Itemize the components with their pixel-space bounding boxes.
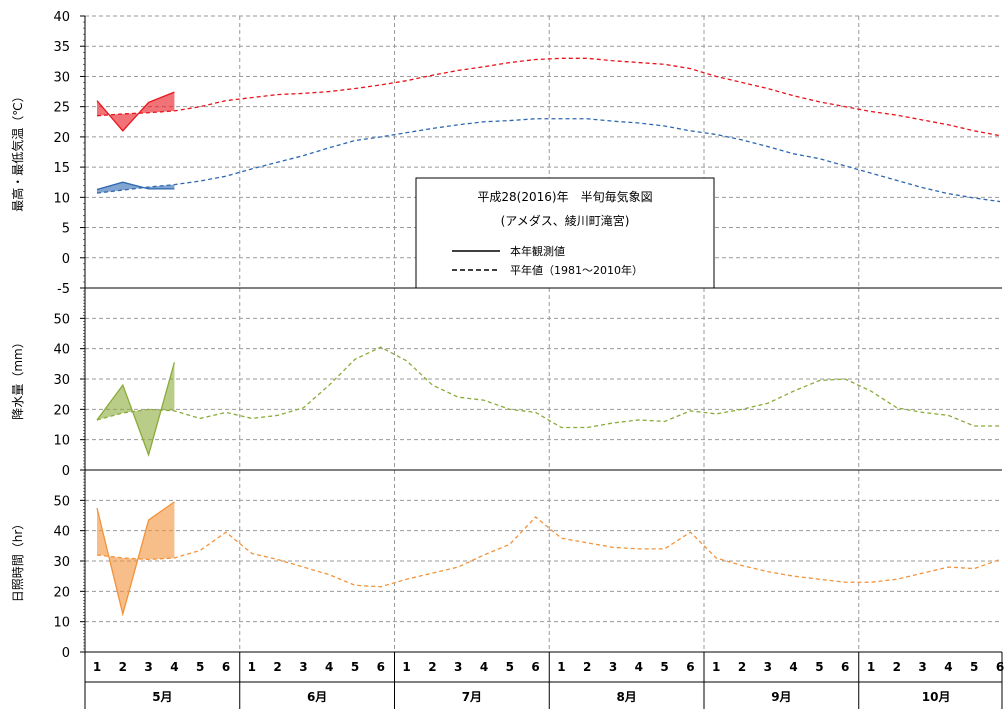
x-tick-label: 5 [196,660,204,674]
y-tick-label: 10 [53,616,70,631]
y-tick-label: -5 [57,282,70,297]
y-tick-label: 20 [53,403,70,418]
temperature-anomaly-fill [97,182,175,194]
temperature-max_normal-line [96,57,1001,137]
legend-normal-label: 平年値（1981～2010年） [510,263,643,277]
precipitation-anomaly-fill [97,362,175,455]
y-tick-label: 0 [62,464,70,479]
temperature-ylabel: 最高・最低気温（℃） [10,90,25,211]
x-tick-label: 6 [377,660,385,674]
x-tick-label: 4 [325,660,333,674]
month-label: 8月 [616,690,636,704]
x-tick-label: 5 [351,660,359,674]
grid-layer [85,15,1002,652]
x-tick-label: 2 [893,660,901,674]
precipitation-normal-line [96,346,1000,429]
x-tick-label: 5 [506,660,514,674]
x-tick-label: 3 [454,660,462,674]
y-tick-label: 35 [53,40,70,55]
y-tick-label: 40 [53,343,70,358]
x-tick-label: 4 [635,660,643,674]
x-tick-label: 2 [273,660,281,674]
x-tick-label: 1 [402,660,410,674]
precipitation-ylabel: 降水量（mm） [11,336,25,419]
x-tick-label: 3 [299,660,307,674]
x-tick-label: 4 [789,660,797,674]
x-tick-label: 2 [119,660,127,674]
x-tick-label: 1 [248,660,256,674]
y-tick-label: 40 [53,525,70,540]
month-label: 10月 [922,690,951,704]
x-tick-label: 5 [815,660,823,674]
chart-title: 平成28(2016)年 半旬毎気象図 [477,189,652,204]
temperature-min_observed-line [96,181,175,191]
y-tick-label: 30 [53,555,70,570]
y-tick-label: 20 [53,131,70,146]
x-tick-label: 1 [557,660,565,674]
y-tick-label: 30 [53,373,70,388]
y-tick-label: 15 [53,161,70,176]
x-tick-label: 1 [867,660,875,674]
y-tick-label: 40 [53,10,70,25]
x-tick-label: 6 [222,660,230,674]
y-tick-label: 10 [53,191,70,206]
x-tick-label: 4 [944,660,952,674]
month-label: 7月 [462,690,482,704]
x-tick-label: 6 [686,660,694,674]
temperature-max_observed-line [96,91,175,132]
y-tick-label: 50 [53,312,70,327]
sunshine-ylabel: 日照時間（hr） [11,518,25,603]
month-label: 9月 [771,690,791,704]
y-tick-label: 25 [53,101,70,116]
y-tick-label: 5 [62,222,70,237]
series-layer [96,57,1001,617]
x-tick-label: 1 [93,660,101,674]
sunshine-normal-line [96,516,1001,588]
sunshine-observed-line [96,501,175,617]
month-label: 5月 [152,690,172,704]
fill-layer [97,92,175,615]
x-tick-label: 2 [583,660,591,674]
y-tick-label: 20 [53,585,70,600]
x-tick-label: 3 [918,660,926,674]
y-tick-label: 10 [53,434,70,449]
x-tick-label: 3 [609,660,617,674]
x-tick-label: 3 [764,660,772,674]
x-tick-label: 5 [660,660,668,674]
y-tick-label: 30 [53,70,70,85]
y-tick-label: 0 [62,646,70,661]
x-tick-label: 2 [738,660,746,674]
x-tick-label: 4 [170,660,178,674]
x-tick-label: 6 [996,660,1004,674]
y-tick-label: 0 [62,252,70,267]
precipitation-observed-line [96,362,176,457]
legend-box: 平成28(2016)年 半旬毎気象図 (アメダス、綾川町滝宮) 本年観測値 平年… [415,177,715,289]
x-tick-label: 5 [970,660,978,674]
legend-observed-label: 本年観測値 [510,244,565,258]
y-tick-label: 50 [53,494,70,509]
chart-subtitle: (アメダス、綾川町滝宮) [501,213,630,228]
x-tick-label: 1 [712,660,720,674]
month-label: 6月 [307,690,327,704]
x-tick-label: 3 [144,660,152,674]
x-tick-label: 6 [841,660,849,674]
axes-layer: -505101520253035400102030405001020304050… [53,10,1004,709]
x-tick-label: 4 [480,660,488,674]
x-tick-label: 6 [531,660,539,674]
temperature-min_normal-line [96,118,1001,203]
temperature-anomaly-fill [97,92,175,131]
x-tick-label: 2 [428,660,436,674]
